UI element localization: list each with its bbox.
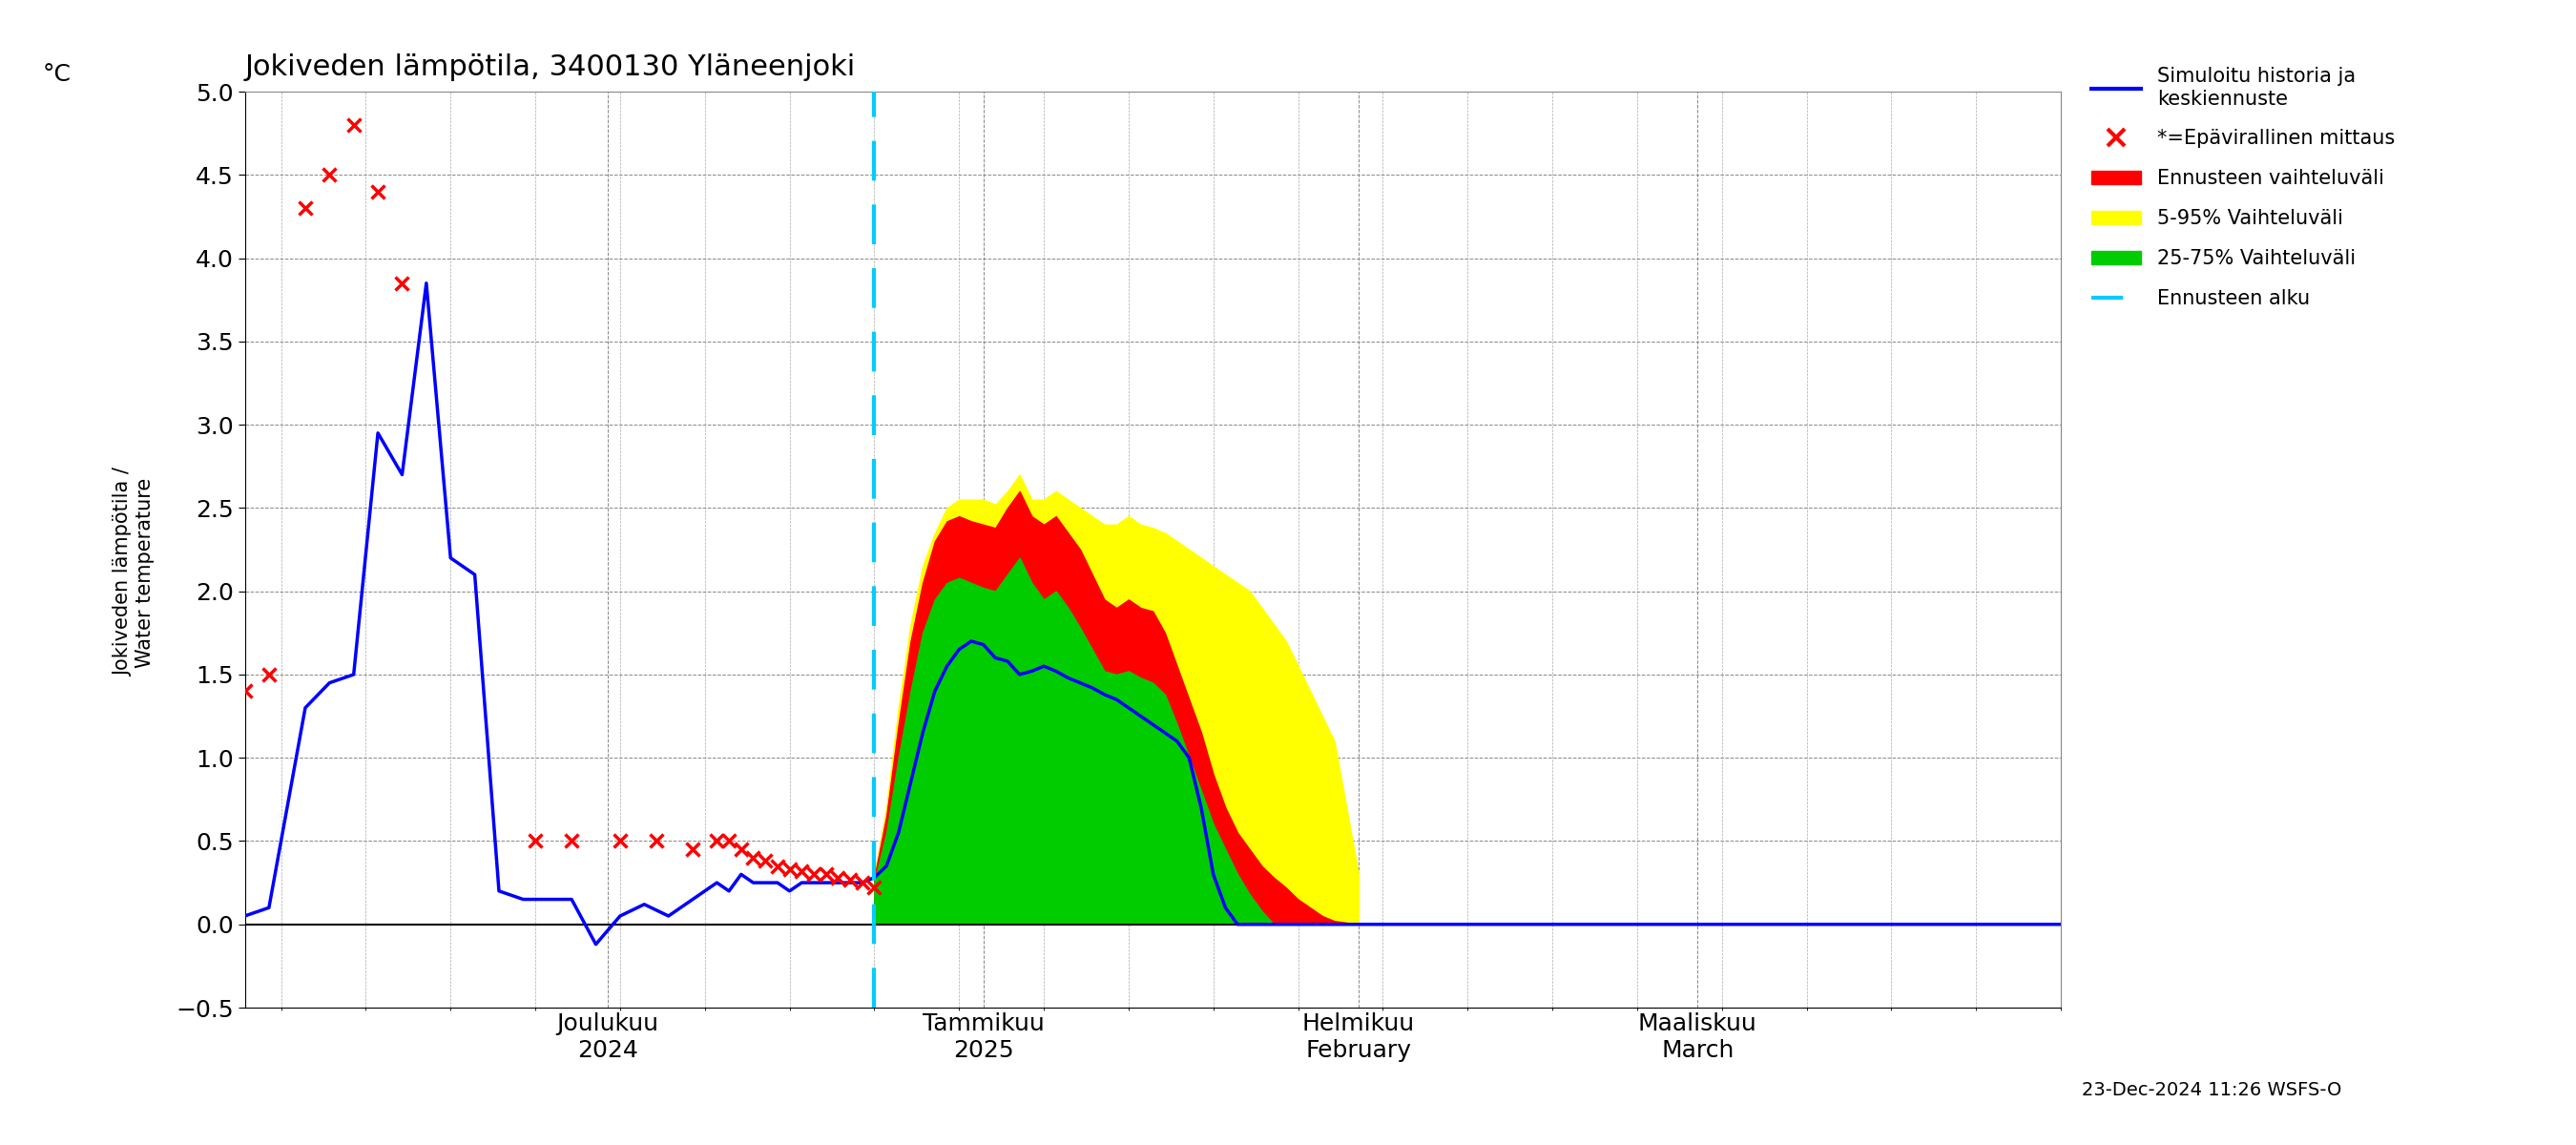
Text: Jokiveden lämpötila, 3400130 Yläneenjoki: Jokiveden lämpötila, 3400130 Yläneenjoki [245, 54, 855, 81]
Text: 23-Dec-2024 11:26 WSFS-O: 23-Dec-2024 11:26 WSFS-O [2081, 1081, 2342, 1099]
Text: °C: °C [41, 63, 72, 86]
Text: Jokiveden lämpötila /
Water temperature: Jokiveden lämpötila / Water temperature [113, 468, 155, 677]
Legend: Simuloitu historia ja
keskiennuste, *=Epävirallinen mittaus, Ennusteen vaihteluv: Simuloitu historia ja keskiennuste, *=Ep… [2092, 68, 2396, 308]
